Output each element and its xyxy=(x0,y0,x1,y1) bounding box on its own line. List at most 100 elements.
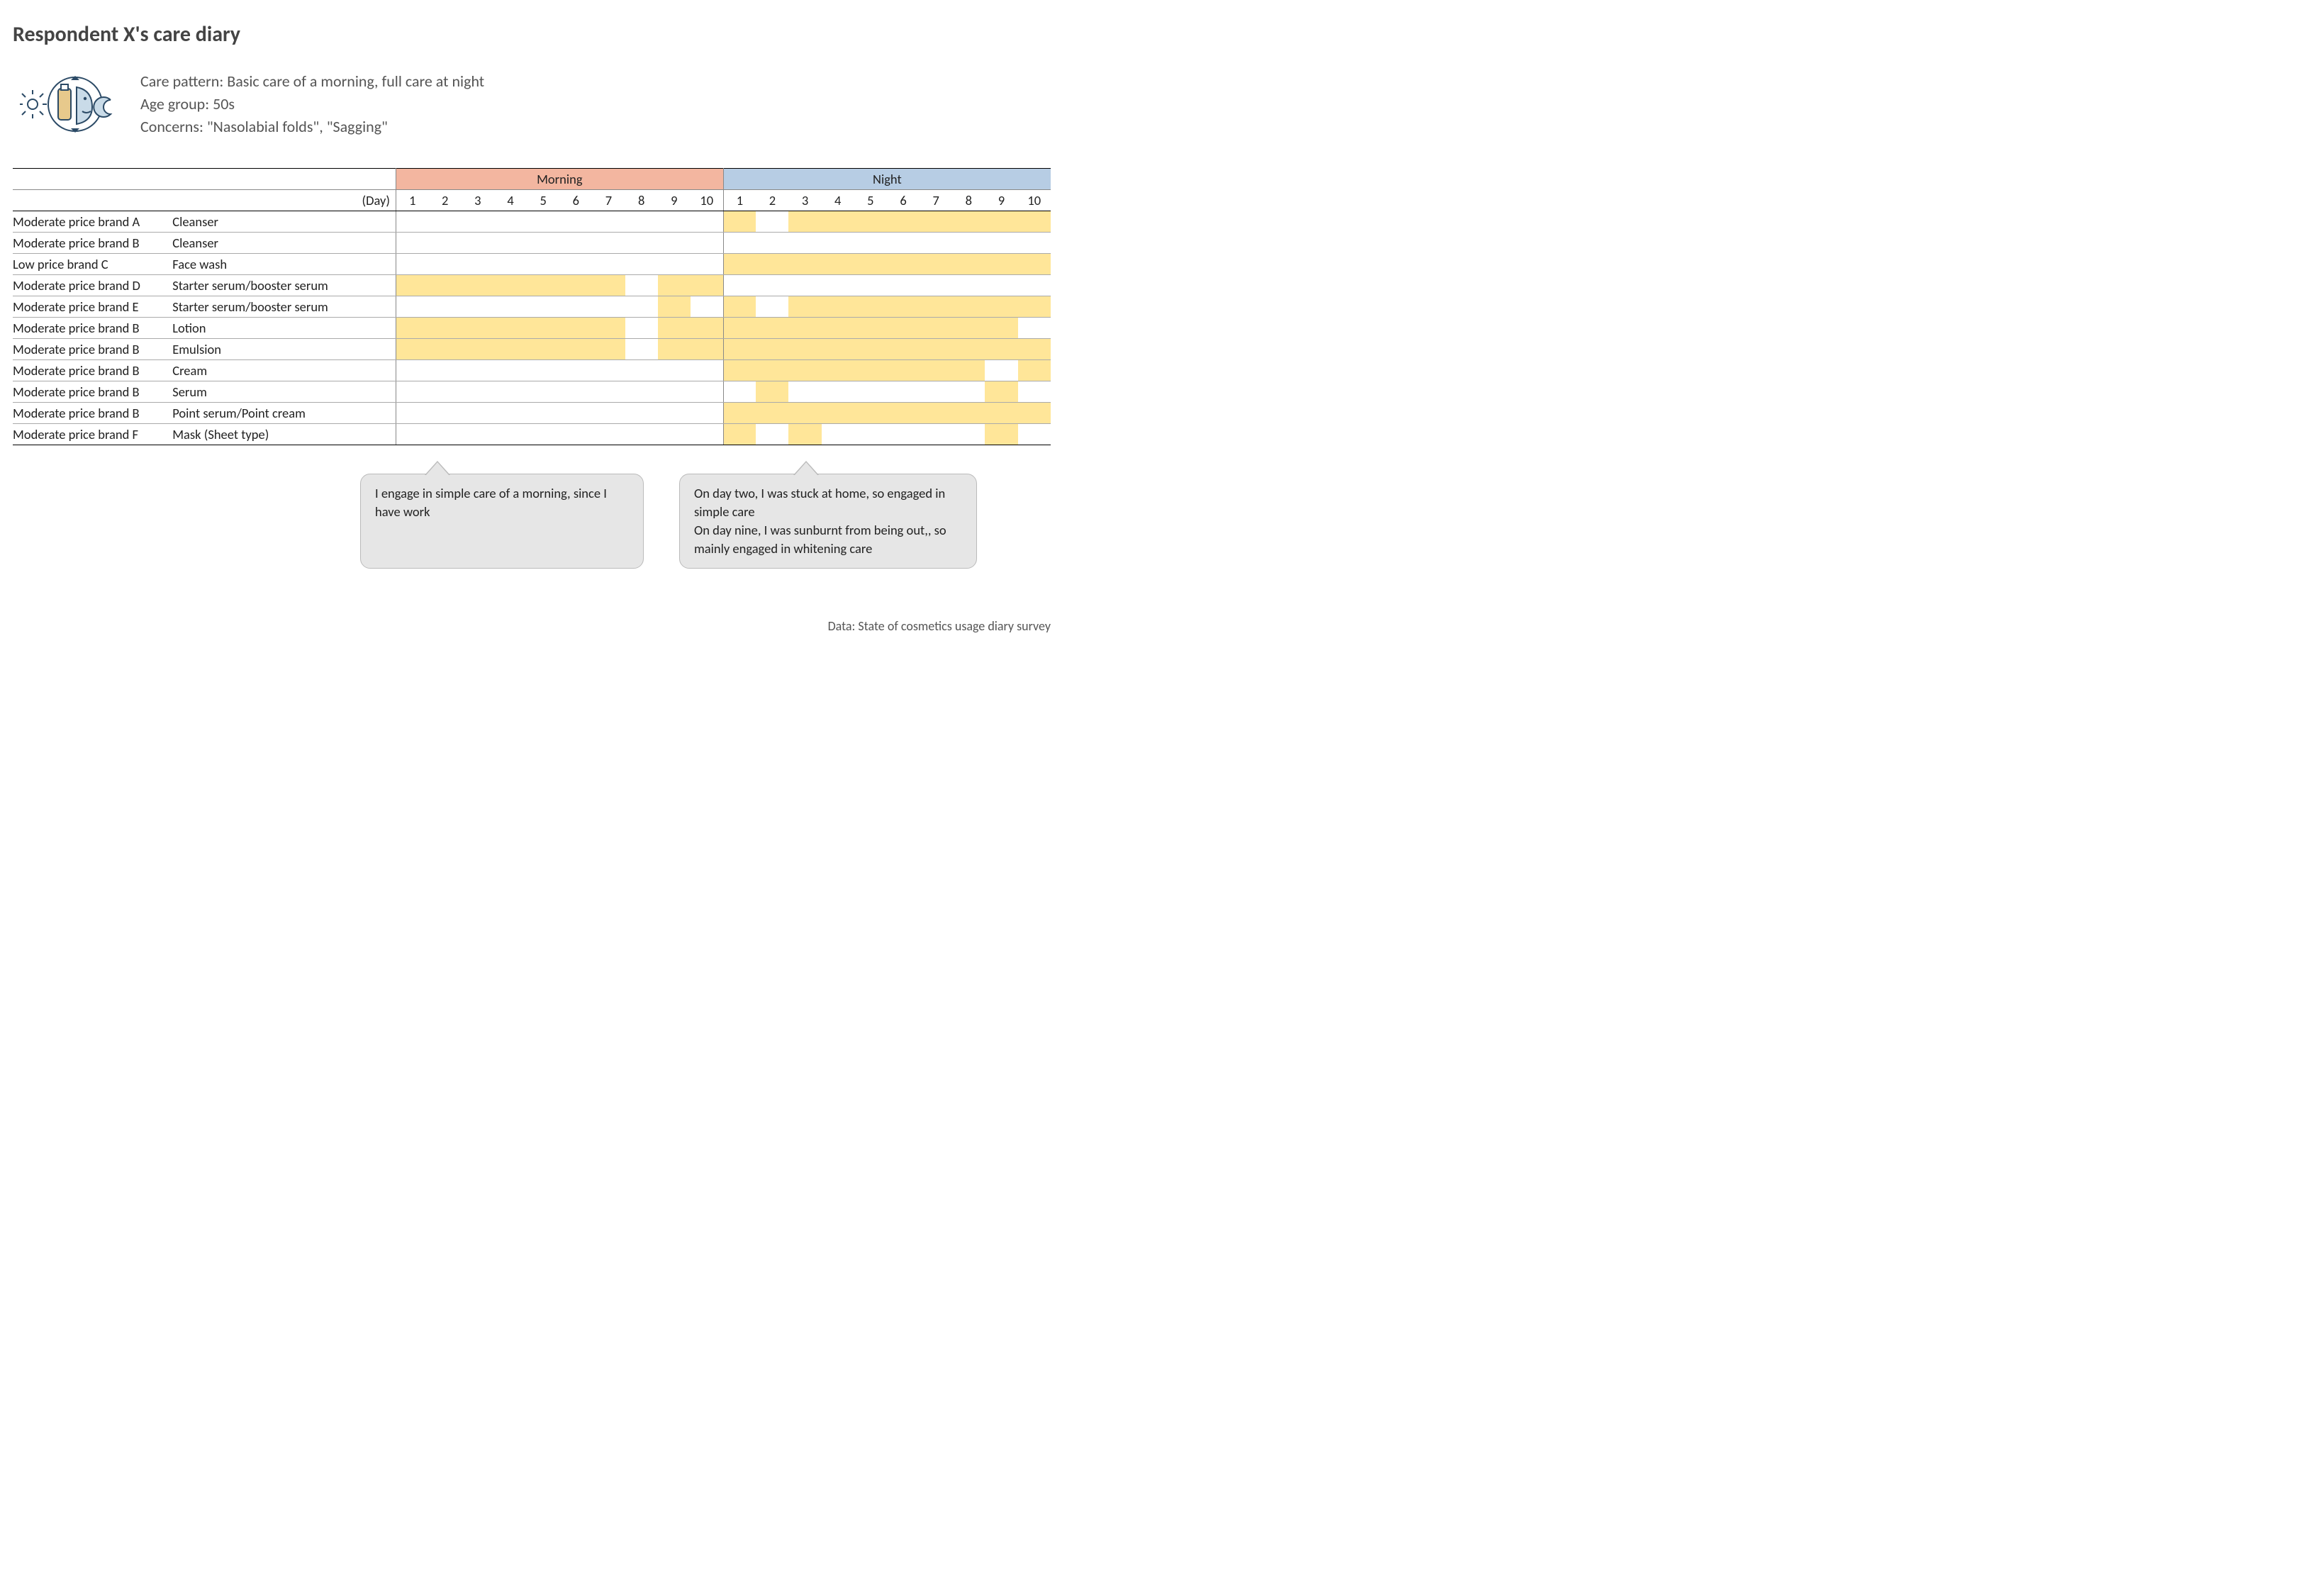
brand-cell: Moderate price brand B xyxy=(13,318,172,339)
page-title: Respondent X's care diary xyxy=(13,21,1051,48)
usage-cell xyxy=(952,360,985,381)
usage-cell xyxy=(1018,339,1051,360)
usage-cell xyxy=(625,275,658,296)
brand-cell: Moderate price brand B xyxy=(13,233,172,254)
usage-cell xyxy=(625,233,658,254)
usage-cell xyxy=(691,296,723,318)
usage-cell xyxy=(658,403,691,424)
usage-cell xyxy=(788,296,821,318)
brand-cell: Moderate price brand B xyxy=(13,360,172,381)
table-row: Low price brand CFace wash xyxy=(13,254,1051,275)
usage-cell xyxy=(462,233,494,254)
usage-cell xyxy=(462,360,494,381)
usage-cell xyxy=(494,381,527,403)
table-row: Moderate price brand BLotion xyxy=(13,318,1051,339)
usage-cell xyxy=(658,233,691,254)
brand-cell: Moderate price brand B xyxy=(13,339,172,360)
usage-cell xyxy=(756,211,788,233)
usage-cell xyxy=(429,275,462,296)
callout-morning: I engage in simple care of a morning, si… xyxy=(360,474,644,569)
usage-cell xyxy=(985,424,1017,445)
usage-cell xyxy=(952,381,985,403)
usage-cell xyxy=(559,254,592,275)
usage-cell xyxy=(691,403,723,424)
usage-cell xyxy=(952,275,985,296)
usage-cell xyxy=(396,424,428,445)
usage-cell xyxy=(559,318,592,339)
usage-cell xyxy=(429,211,462,233)
day-col: 10 xyxy=(691,190,723,211)
product-cell: Serum xyxy=(172,381,396,403)
usage-cell xyxy=(920,318,952,339)
usage-cell xyxy=(592,339,625,360)
usage-cell xyxy=(887,233,920,254)
usage-cell xyxy=(822,233,854,254)
usage-cell xyxy=(952,424,985,445)
hdr-night: Night xyxy=(723,169,1051,190)
usage-cell xyxy=(788,254,821,275)
usage-cell xyxy=(756,339,788,360)
usage-cell xyxy=(952,318,985,339)
usage-cell xyxy=(952,211,985,233)
usage-cell xyxy=(625,403,658,424)
usage-cell xyxy=(658,296,691,318)
usage-cell xyxy=(691,360,723,381)
table-row: Moderate price brand BPoint serum/Point … xyxy=(13,403,1051,424)
usage-cell xyxy=(527,403,559,424)
usage-cell xyxy=(691,318,723,339)
usage-cell xyxy=(920,233,952,254)
concerns-value: "Nasolabial folds", "Sagging" xyxy=(207,117,388,136)
brand-cell: Moderate price brand F xyxy=(13,424,172,445)
callout-night: On day two, I was stuck at home, so enga… xyxy=(679,474,977,569)
usage-cell xyxy=(1018,211,1051,233)
usage-cell xyxy=(691,275,723,296)
usage-cell xyxy=(985,318,1017,339)
usage-cell xyxy=(985,339,1017,360)
age-value: 50s xyxy=(213,94,235,113)
usage-cell xyxy=(788,275,821,296)
usage-cell xyxy=(756,403,788,424)
product-cell: Emulsion xyxy=(172,339,396,360)
usage-cell xyxy=(494,339,527,360)
usage-cell xyxy=(887,403,920,424)
usage-cell xyxy=(625,211,658,233)
usage-cell xyxy=(527,424,559,445)
usage-cell xyxy=(396,318,428,339)
usage-cell xyxy=(592,381,625,403)
product-cell: Cleanser xyxy=(172,233,396,254)
usage-cell xyxy=(822,318,854,339)
usage-cell xyxy=(494,275,527,296)
usage-cell xyxy=(920,339,952,360)
usage-cell xyxy=(822,403,854,424)
usage-cell xyxy=(854,360,887,381)
usage-cell xyxy=(592,403,625,424)
day-label: (Day) xyxy=(172,190,396,211)
product-cell: Cleanser xyxy=(172,211,396,233)
day-col: 1 xyxy=(396,190,428,211)
usage-cell xyxy=(1018,233,1051,254)
usage-cell xyxy=(1018,275,1051,296)
usage-cell xyxy=(429,318,462,339)
usage-cell xyxy=(1018,254,1051,275)
usage-cell xyxy=(887,296,920,318)
usage-cell xyxy=(462,424,494,445)
pattern-label: Care pattern: xyxy=(140,72,223,91)
usage-cell xyxy=(723,233,756,254)
usage-cell xyxy=(625,424,658,445)
usage-cell xyxy=(592,424,625,445)
usage-cell xyxy=(822,211,854,233)
usage-cell xyxy=(625,360,658,381)
usage-cell xyxy=(592,296,625,318)
usage-cell xyxy=(527,381,559,403)
usage-cell xyxy=(658,424,691,445)
usage-cell xyxy=(920,403,952,424)
usage-cell xyxy=(494,233,527,254)
usage-cell xyxy=(429,233,462,254)
usage-cell xyxy=(396,360,428,381)
usage-cell xyxy=(462,275,494,296)
usage-cell xyxy=(625,339,658,360)
usage-cell xyxy=(788,318,821,339)
table-row: Moderate price brand FMask (Sheet type) xyxy=(13,424,1051,445)
usage-cell xyxy=(429,403,462,424)
usage-cell xyxy=(559,233,592,254)
